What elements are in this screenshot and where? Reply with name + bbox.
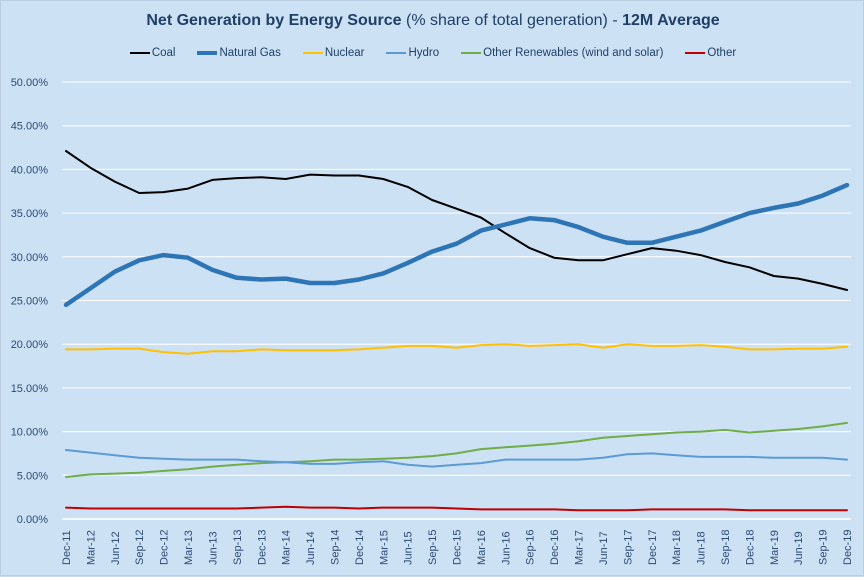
legend-item: Other: [685, 47, 736, 59]
x-tick-label: Jun-19: [793, 531, 805, 565]
legend-item: Coal: [129, 47, 176, 59]
legend-swatch: [461, 52, 482, 54]
x-tick-label: Jun-13: [207, 531, 219, 565]
legend-swatch: [197, 51, 218, 55]
x-tick-label: Mar-19: [769, 530, 781, 565]
x-tick-label: Jun-14: [305, 531, 317, 565]
legend-swatch: [685, 52, 706, 54]
legend-swatch: [129, 52, 150, 54]
legend-item: Natural Gas: [197, 47, 281, 59]
legend-item: Nuclear: [302, 47, 365, 59]
x-tick-label: Dec-13: [256, 530, 268, 565]
x-tick-label: Sep-16: [525, 530, 537, 565]
y-tick-label: 25.00%: [11, 296, 49, 308]
x-tick-label: Sep-14: [329, 530, 341, 565]
legend-label: Natural Gas: [219, 47, 281, 59]
x-tick-label: Mar-17: [574, 530, 586, 565]
legend-swatch: [386, 52, 407, 54]
x-tick-label: Jun-12: [110, 531, 122, 565]
x-tick-label: Sep-13: [232, 530, 244, 565]
x-tick-label: Mar-13: [183, 530, 195, 565]
x-tick-label: Sep-18: [720, 530, 732, 565]
y-tick-label: 5.00%: [17, 470, 48, 482]
title-normal: (% share of total generation) -: [401, 12, 623, 29]
x-tick-label: Dec-11: [61, 530, 73, 565]
legend-item: Hydro: [386, 47, 439, 59]
legend: Coal Natural Gas Nuclear Hydro Other Renewab…: [1, 47, 864, 59]
y-tick-label: 35.00%: [11, 208, 49, 220]
x-tick-label: Dec-19: [842, 530, 854, 565]
y-tick-label: 50.00%: [11, 77, 49, 89]
y-tick-label: 15.00%: [11, 383, 49, 395]
legend-item: Other Renewables (wind and solar): [461, 47, 663, 59]
chart-title: Net Generation by Energy Source (% share…: [1, 12, 864, 30]
series-line-hydro: [65, 449, 848, 468]
x-tick-label: Jun-16: [500, 531, 512, 565]
x-tick-label: Dec-15: [452, 530, 464, 565]
series-line-nuclear: [65, 343, 848, 355]
y-tick-label: 40.00%: [11, 164, 49, 176]
x-tick-label: Dec-12: [159, 530, 171, 565]
title-bold-suffix: 12M Average: [622, 12, 720, 29]
legend-label: Other: [707, 47, 737, 59]
x-tick-label: Sep-12: [134, 530, 146, 565]
x-tick-label: Jun-17: [598, 531, 610, 565]
y-tick-label: 30.00%: [11, 252, 49, 264]
x-tick-label: Dec-18: [744, 530, 756, 565]
x-tick-label: Jun-18: [696, 531, 708, 565]
y-tick-label: 45.00%: [11, 121, 49, 133]
legend-label: Nuclear: [324, 47, 365, 59]
x-tick-label: Mar-15: [378, 530, 390, 565]
x-tick-label: Sep-15: [427, 530, 439, 565]
x-tick-label: Mar-12: [85, 530, 97, 565]
series-line-other: [65, 505, 848, 512]
series-line-other-renewables-wind-and-solar: [65, 421, 848, 478]
x-tick-label: Mar-14: [281, 530, 293, 565]
legend-label: Other Renewables (wind and solar): [483, 47, 664, 59]
x-tick-label: Mar-18: [671, 530, 683, 565]
x-tick-label: Dec-16: [549, 530, 561, 565]
legend-swatch: [302, 52, 323, 54]
x-tick-label: Dec-14: [354, 530, 366, 565]
y-tick-label: 0.00%: [17, 514, 48, 526]
series-line-natural-gas: [63, 182, 850, 308]
x-tick-label: Sep-17: [622, 530, 634, 565]
legend-label: Hydro: [408, 47, 440, 59]
x-tick-label: Jun-15: [403, 531, 415, 565]
legend-label: Coal: [151, 47, 176, 59]
x-tick-label: Mar-16: [476, 530, 488, 565]
y-tick-label: 20.00%: [11, 339, 49, 351]
x-tick-label: Dec-17: [647, 530, 659, 565]
x-tick-label: Sep-19: [818, 530, 830, 565]
title-bold: Net Generation by Energy Source: [146, 12, 402, 29]
series-line-coal: [65, 150, 848, 291]
y-tick-label: 10.00%: [11, 427, 49, 439]
